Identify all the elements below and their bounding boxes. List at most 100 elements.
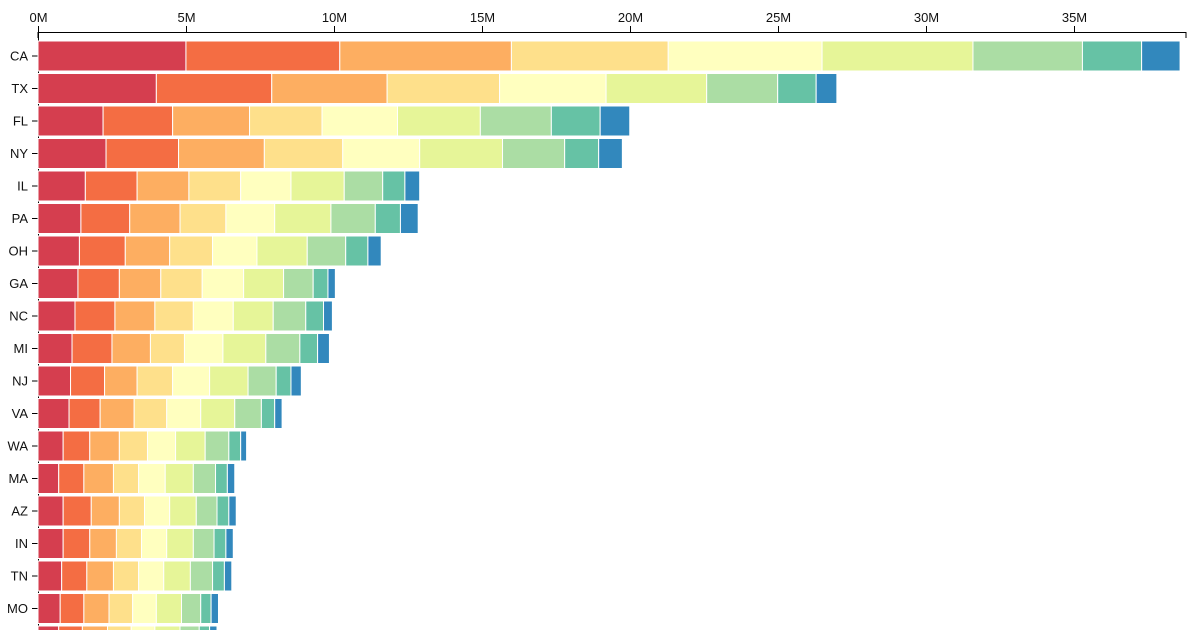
bar-segment	[172, 365, 211, 397]
bar-segment	[179, 625, 200, 630]
bar-segment	[37, 495, 64, 527]
bar-segment	[210, 593, 219, 624]
bar-segment	[815, 73, 838, 104]
bar-segment	[599, 105, 631, 137]
bar-segment	[105, 138, 180, 169]
bar-segment	[78, 235, 126, 267]
bar-segment	[89, 528, 117, 559]
bar-segment	[59, 593, 85, 624]
bar-segment	[274, 398, 283, 429]
y-tick-label: CA	[10, 49, 28, 64]
bar-segment	[386, 73, 501, 104]
bar-segment	[343, 170, 384, 202]
bar-segment	[374, 203, 401, 234]
y-tick-label: PA	[12, 211, 29, 226]
bar-segment	[164, 463, 194, 494]
bar-segment	[249, 105, 323, 137]
y-tick-label: AZ	[11, 504, 28, 519]
bar-segment	[240, 430, 248, 462]
bar-segment	[283, 268, 314, 299]
bar-segment	[118, 268, 162, 299]
bar-segment	[133, 398, 168, 429]
bar-segment	[215, 463, 228, 494]
bar-segment	[86, 560, 114, 592]
bar-segment	[564, 138, 600, 169]
bar-segment	[146, 430, 177, 462]
y-tick-label: IN	[15, 536, 28, 551]
bar-segment	[232, 300, 274, 332]
x-tick-label: 10M	[322, 10, 347, 25]
x-axis-line	[37, 32, 1187, 38]
x-axis: 0M 5M 10M 15M 20M 25M 30M 35M	[29, 10, 1187, 38]
bar-segment	[209, 625, 218, 630]
bar-segment	[136, 365, 174, 397]
bar-segment	[777, 73, 817, 104]
bar-segment	[62, 430, 91, 462]
bar-segment	[502, 138, 566, 169]
bar-segment	[189, 560, 214, 592]
bar-segment	[367, 235, 382, 267]
bar-segment	[37, 625, 60, 630]
bar-segment	[84, 170, 138, 202]
bar-segment	[181, 593, 202, 624]
bar-segment	[317, 333, 330, 364]
bar-segment	[112, 560, 140, 592]
bar-segment	[160, 268, 203, 299]
bar-segment	[200, 398, 236, 429]
bar-segment	[256, 235, 308, 267]
y-tick-label: NJ	[12, 374, 28, 389]
bar-segment	[243, 268, 285, 299]
bar-segment	[37, 365, 72, 397]
bar-segment	[185, 40, 341, 72]
bar-segment	[382, 170, 406, 202]
y-tick-label: MA	[9, 471, 29, 486]
x-tick-label: 0M	[29, 10, 47, 25]
bar-segment	[74, 300, 116, 332]
bar-segment	[510, 40, 669, 72]
bar-segment	[212, 235, 258, 267]
bar-segment	[154, 625, 181, 630]
bar-segment	[821, 40, 974, 72]
bar-segment	[37, 593, 61, 624]
bar-segment	[37, 430, 64, 462]
bar-segment	[247, 365, 277, 397]
bar-segment	[169, 235, 214, 267]
bar-segment	[37, 40, 187, 72]
bar-segment	[312, 268, 329, 299]
bar-segment	[223, 560, 233, 592]
x-tick-label: 20M	[618, 10, 643, 25]
bar-segment	[330, 203, 376, 234]
bar-segment	[228, 430, 242, 462]
bar-segment	[70, 365, 106, 397]
bar-segment	[108, 593, 134, 624]
bar-segment	[345, 235, 369, 267]
bar-segment	[222, 333, 267, 364]
bar-segment	[201, 268, 245, 299]
bar-segment	[37, 235, 80, 267]
bar-segment	[169, 495, 197, 527]
bar-segment	[234, 398, 262, 429]
bar-segment	[129, 203, 181, 234]
bar-segment	[58, 625, 83, 630]
bar-segment	[225, 203, 276, 234]
bar-segment	[198, 625, 211, 630]
bar-segment	[37, 333, 73, 364]
bar-segment	[271, 73, 388, 104]
bar-segment	[132, 593, 157, 624]
bar-segment	[667, 40, 823, 72]
bar-segment	[342, 138, 421, 169]
bar-segment	[118, 495, 146, 527]
bar-segment	[260, 398, 276, 429]
bar-segment	[240, 170, 292, 202]
bar-segment	[192, 463, 217, 494]
y-tick-label: NC	[9, 309, 28, 324]
bar-segment	[37, 560, 63, 592]
bar-segment	[178, 138, 265, 169]
bar-segment	[83, 463, 114, 494]
y-tick-label: TX	[11, 81, 28, 96]
bar-segment	[306, 235, 347, 267]
y-tick-label: IL	[17, 179, 28, 194]
bar-segment	[104, 365, 138, 397]
y-tick-label: VA	[12, 406, 29, 421]
bar-segment	[321, 105, 398, 137]
